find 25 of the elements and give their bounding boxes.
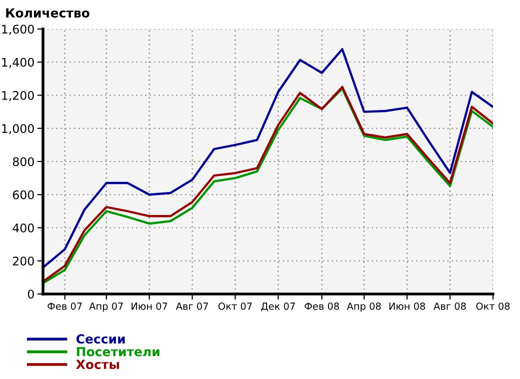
- y-tick-label: 400: [12, 223, 34, 232]
- y-tick-label: 0: [28, 290, 34, 299]
- x-tick-label: Окт 08: [476, 302, 510, 310]
- legend-label: Посетители: [76, 347, 160, 356]
- y-tick-label: 1,200: [2, 90, 34, 102]
- x-tick-label: Дек 07: [261, 302, 295, 312]
- x-tick-label: Фев 08: [304, 302, 339, 310]
- x-tick-label: Фев 07: [48, 302, 82, 310]
- x-tick-label: Июн 07: [132, 302, 168, 310]
- x-tick-label: Апр 07: [89, 302, 123, 312]
- legend-label: Хосты: [76, 360, 119, 370]
- x-tick-label: Апр 08: [346, 302, 381, 312]
- legend-label: Сессии: [76, 334, 125, 344]
- chart-title: Количество: [6, 8, 90, 18]
- y-tick-label: 800: [12, 157, 34, 166]
- y-tick-label: 1,000: [2, 124, 34, 134]
- line-series: [43, 48, 493, 269]
- y-tick-label: 600: [12, 190, 34, 200]
- y-tick-label: 1,600: [2, 24, 34, 35]
- x-tick-label: Окт 07: [218, 302, 252, 310]
- x-tick-label: Авг 08: [434, 302, 466, 310]
- y-tick-label: 1,400: [2, 58, 34, 68]
- x-tick-label: Июн 08: [389, 302, 426, 310]
- x-tick-label: Авг 07: [176, 302, 208, 310]
- y-tick-label: 200: [13, 256, 34, 266]
